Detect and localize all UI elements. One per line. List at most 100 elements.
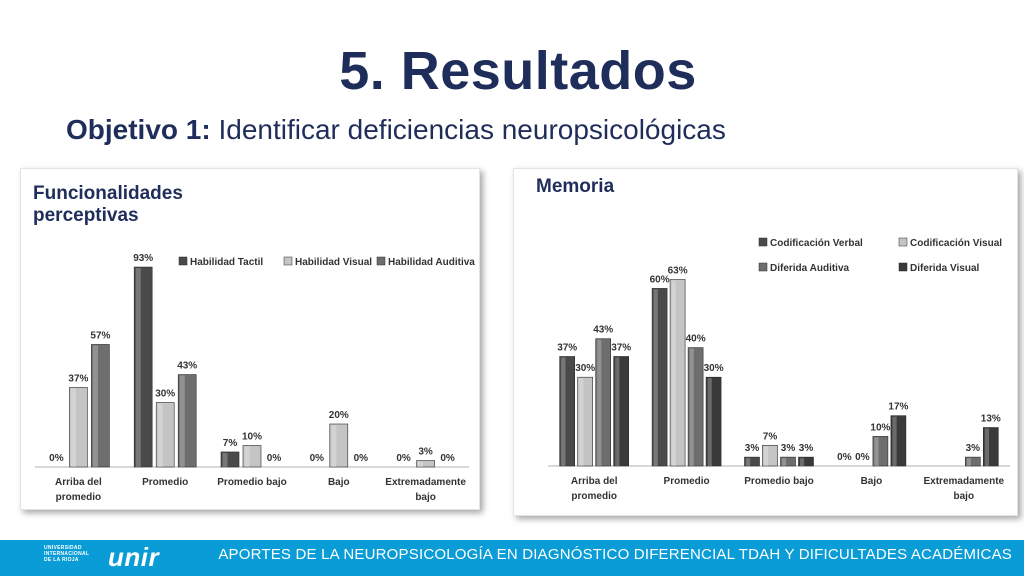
data-label: 37% bbox=[68, 373, 88, 384]
data-label: 0% bbox=[310, 453, 325, 464]
data-label: 10% bbox=[870, 422, 890, 433]
bar bbox=[177, 374, 197, 468]
bar-highlight bbox=[707, 378, 712, 466]
university-seal-logo: UNIVERSIDAD INTERNACIONAL DE LA RIOJA bbox=[44, 545, 104, 571]
bar bbox=[329, 423, 349, 468]
chart-panel-funcionalidades: Funcionalidades perceptivas 0% 37% 57% Arri… bbox=[20, 168, 480, 510]
legend-label: Habilidad Visual bbox=[295, 257, 372, 268]
legend-swatch bbox=[376, 256, 386, 266]
bar-highlight bbox=[800, 458, 805, 466]
bar-highlight bbox=[746, 458, 751, 466]
unir-logo: unir bbox=[108, 542, 160, 572]
bar-highlight bbox=[157, 403, 163, 467]
bar-highlight bbox=[671, 280, 676, 466]
bar bbox=[651, 288, 668, 467]
data-label: 3% bbox=[781, 443, 796, 454]
data-label: 60% bbox=[650, 274, 670, 285]
category-label: Arriba del bbox=[571, 476, 618, 487]
slide-title: 5. Resultados bbox=[0, 40, 1024, 102]
bar-highlight bbox=[579, 378, 584, 466]
bar bbox=[705, 376, 722, 467]
bar bbox=[91, 344, 110, 468]
data-label: 30% bbox=[155, 389, 175, 400]
footer-text: APORTES DE LA NEUROPSICOLOGÍA EN DIAGNÓS… bbox=[218, 546, 1012, 563]
bar bbox=[872, 436, 889, 467]
bar-highlight bbox=[418, 461, 424, 467]
bar-highlight bbox=[70, 388, 76, 467]
bar-highlight bbox=[984, 428, 989, 466]
bar bbox=[687, 347, 704, 467]
data-label: 0% bbox=[396, 453, 411, 464]
chart-funcionalidades-svg: 0% 37% 57% Arriba del promedio 93% 30% 43% Prome… bbox=[35, 253, 475, 503]
data-label: 30% bbox=[575, 363, 595, 374]
category-label: Arriba del bbox=[55, 477, 102, 488]
category-label: promedio bbox=[56, 492, 102, 503]
bar bbox=[762, 444, 778, 467]
category-label: Extremadamente bbox=[924, 476, 1005, 487]
bar-highlight bbox=[561, 357, 566, 466]
bar bbox=[577, 376, 594, 467]
data-label: 0% bbox=[837, 452, 852, 463]
slide-title-text: 5. Resultados bbox=[339, 41, 697, 101]
bar-highlight bbox=[92, 345, 98, 467]
data-label: 7% bbox=[763, 431, 778, 442]
legend-swatch bbox=[178, 256, 188, 266]
subtitle-rest: Identificar deficiencias neuropsicológic… bbox=[210, 114, 726, 145]
bar-highlight bbox=[597, 339, 602, 466]
bar-highlight bbox=[782, 458, 787, 466]
bar bbox=[242, 445, 262, 468]
bar bbox=[780, 456, 796, 467]
legend-swatch bbox=[758, 237, 768, 247]
data-label: 0% bbox=[354, 453, 369, 464]
bar-highlight bbox=[764, 446, 769, 466]
legend-label: Codificación Visual bbox=[910, 238, 1002, 249]
seal-line: UNIVERSIDAD bbox=[44, 545, 82, 551]
data-label: 0% bbox=[267, 453, 282, 464]
chart-panel-memoria: Memoria 37% 30% 43% 37% Arriba del promedio 60… bbox=[513, 168, 1018, 516]
chart-memoria-svg: 37% 30% 43% 37% Arriba del promedio 60%63% 40% 3… bbox=[548, 237, 1010, 502]
bar bbox=[595, 338, 611, 467]
category-label: Promedio bbox=[142, 477, 188, 488]
bar bbox=[416, 460, 435, 468]
data-label: 3% bbox=[966, 443, 981, 454]
bar bbox=[669, 279, 686, 467]
data-label: 37% bbox=[611, 342, 631, 353]
data-label: 13% bbox=[981, 414, 1001, 425]
data-label: 40% bbox=[686, 334, 706, 345]
data-label: 30% bbox=[704, 363, 724, 374]
category-label: bajo bbox=[415, 492, 436, 503]
bar-highlight bbox=[179, 375, 185, 467]
bar bbox=[220, 451, 240, 468]
legend-label: Diferida Auditiva bbox=[770, 263, 850, 274]
bar-highlight bbox=[874, 437, 879, 466]
bar bbox=[613, 356, 629, 467]
bar-highlight bbox=[966, 458, 971, 466]
subtitle-bold: Objetivo 1: bbox=[66, 114, 211, 145]
category-label: Bajo bbox=[328, 477, 350, 488]
category-label: Promedio bajo bbox=[744, 476, 813, 487]
legend-swatch bbox=[898, 237, 908, 247]
bar-highlight bbox=[892, 416, 897, 466]
seal-line: DE LA RIOJA bbox=[44, 557, 79, 563]
chart-title: Memoria bbox=[536, 176, 615, 197]
bar-highlight bbox=[244, 446, 250, 467]
bar-highlight bbox=[135, 268, 141, 467]
data-label: 17% bbox=[888, 402, 908, 413]
legend-label: Codificación Verbal bbox=[770, 238, 863, 249]
bar bbox=[133, 266, 153, 468]
legend-label: Habilidad Auditiva bbox=[388, 257, 475, 268]
data-label: 43% bbox=[593, 325, 613, 336]
data-label: 3% bbox=[418, 447, 433, 458]
bar-highlight bbox=[615, 357, 620, 466]
bar bbox=[798, 456, 814, 467]
data-label: 10% bbox=[242, 432, 262, 443]
data-label: 3% bbox=[745, 443, 760, 454]
data-label: 0% bbox=[440, 453, 455, 464]
bar bbox=[155, 402, 175, 468]
footer-bar: UNIVERSIDAD INTERNACIONAL DE LA RIOJA un… bbox=[0, 540, 1024, 576]
bar bbox=[890, 415, 907, 467]
bar bbox=[69, 387, 88, 468]
legend-label: Habilidad Tactil bbox=[190, 257, 263, 268]
bar-highlight bbox=[653, 289, 658, 466]
category-label: Extremadamente bbox=[385, 477, 466, 488]
